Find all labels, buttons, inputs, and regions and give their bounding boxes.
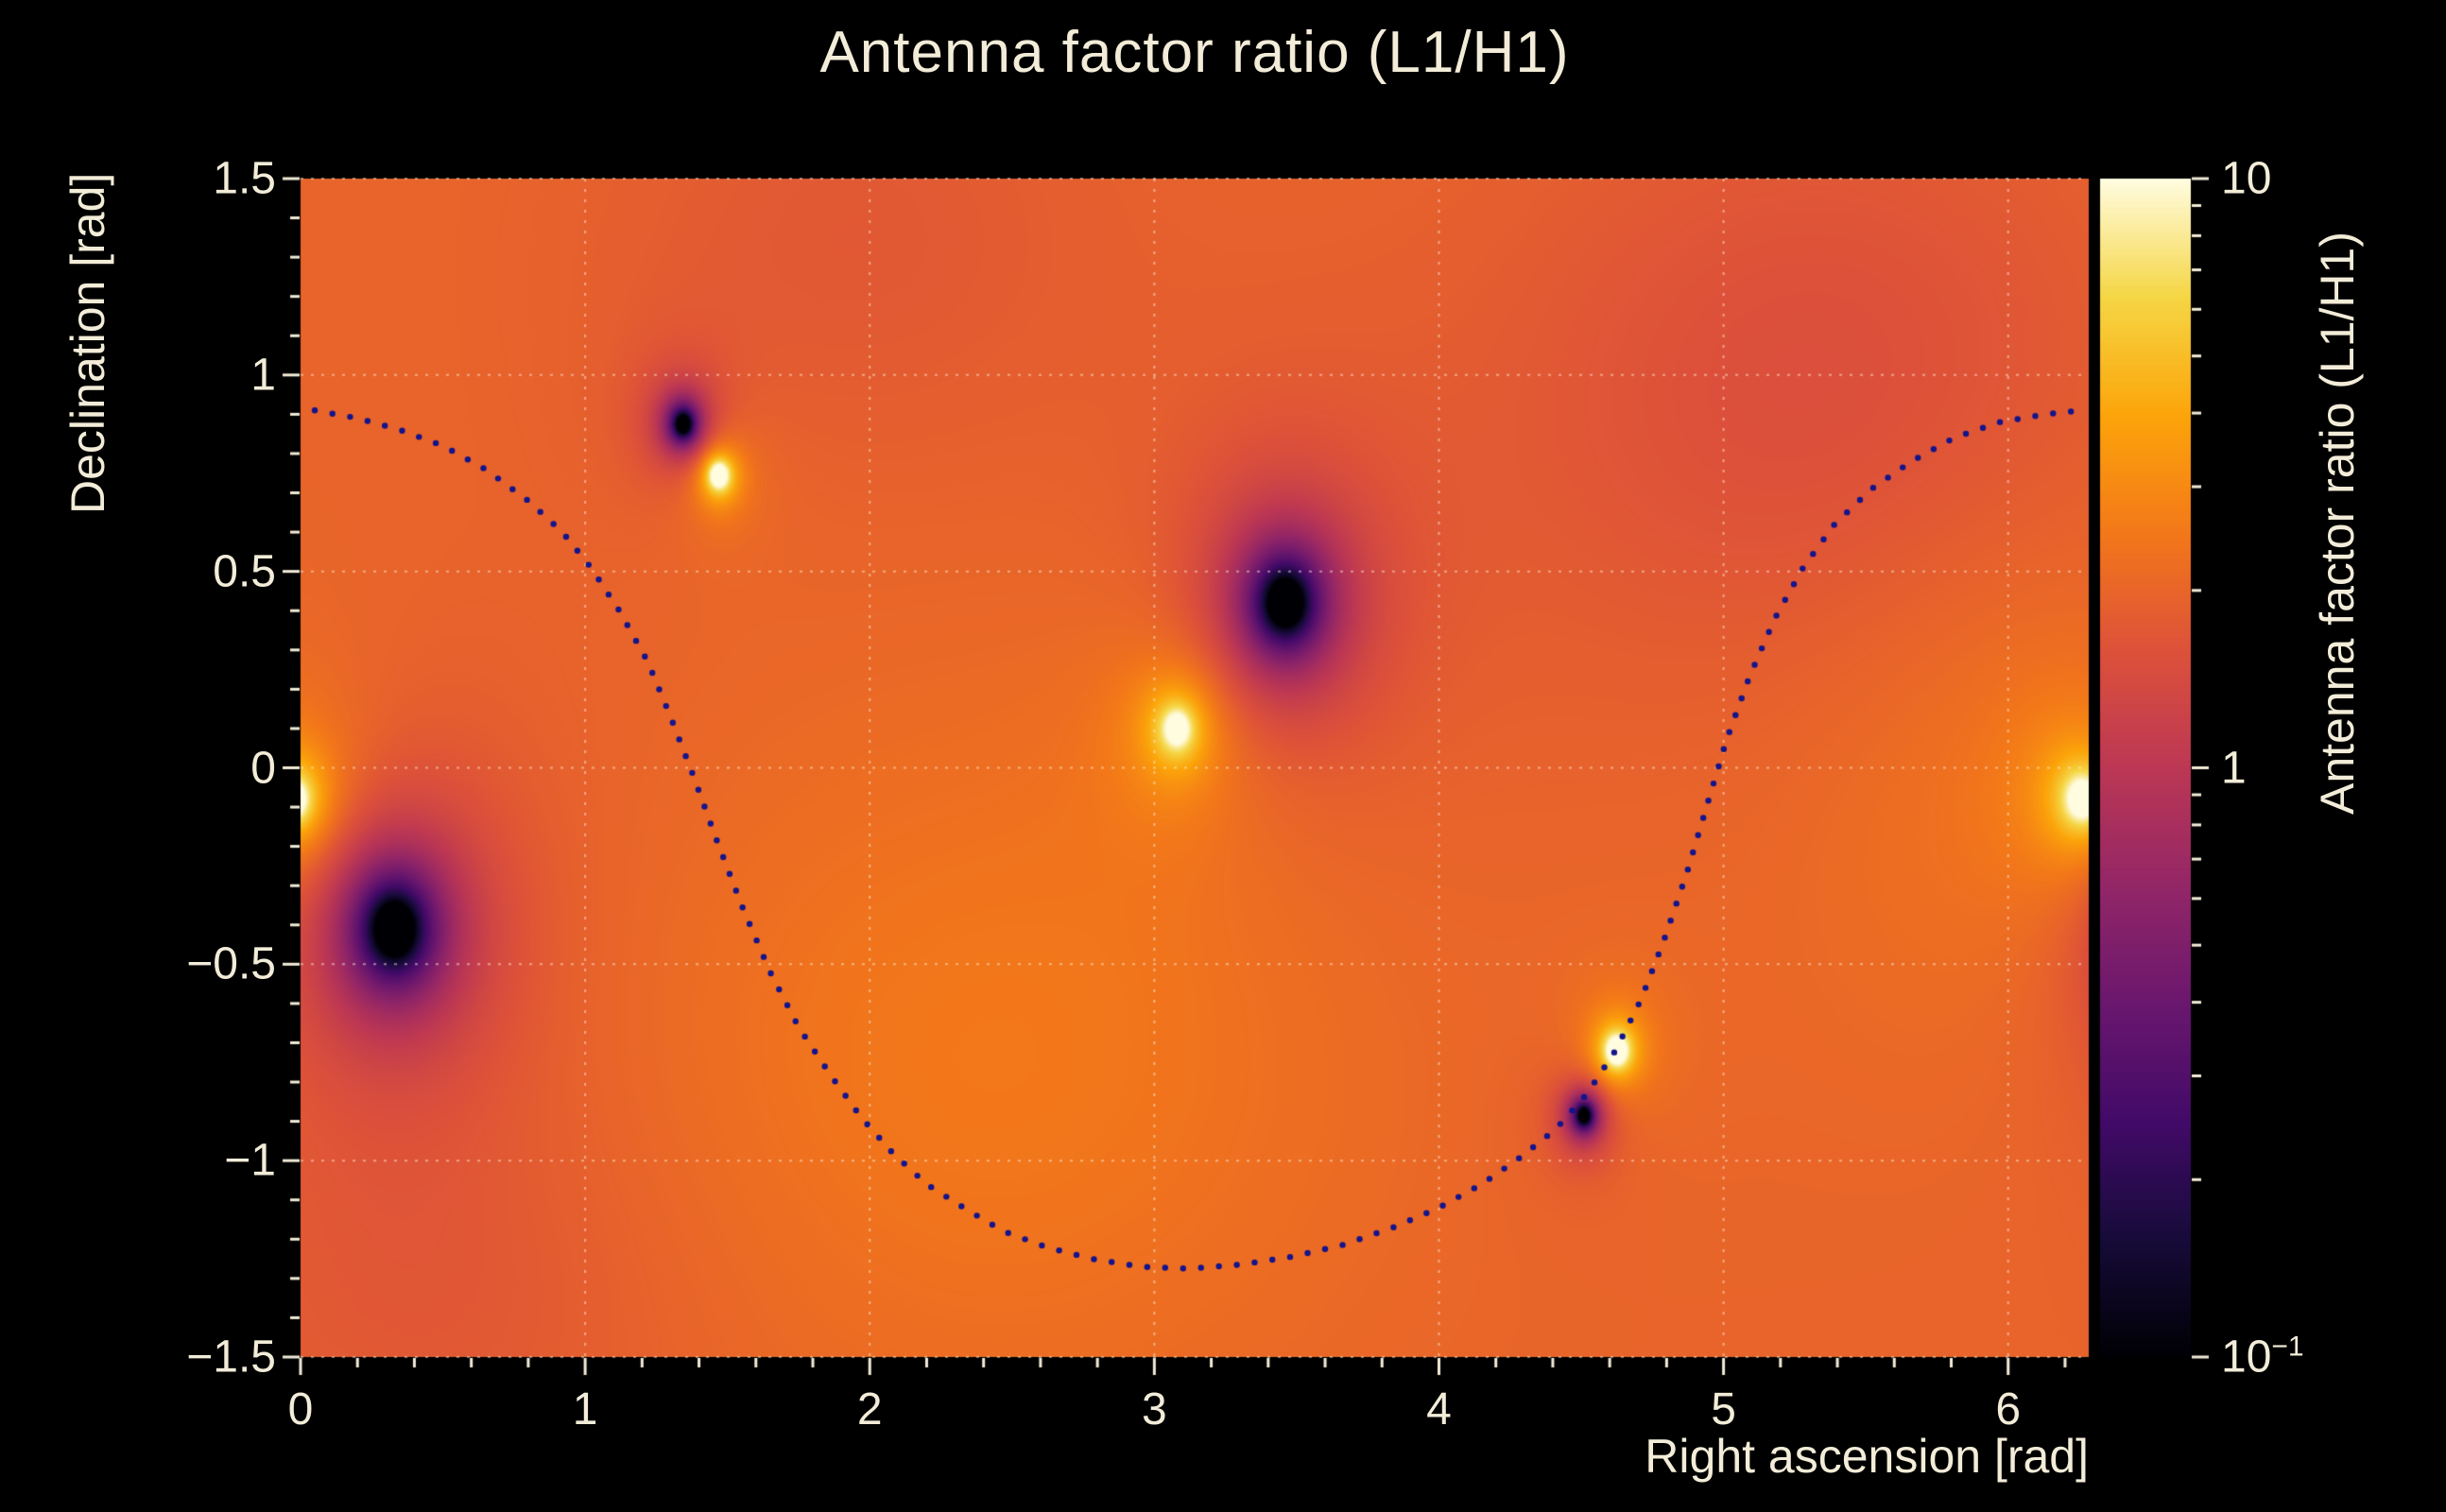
y-tick-label: 0.5 xyxy=(213,546,276,597)
x-tick-label: 3 xyxy=(1142,1384,1167,1435)
colorbar-tick-label: 1 xyxy=(2221,743,2247,793)
x-tick-label: 6 xyxy=(1995,1384,2022,1435)
x-tick-label: 5 xyxy=(1711,1384,1736,1435)
colorbar-tick-label: 10 xyxy=(2221,153,2272,204)
y-tick-label: −0.5 xyxy=(186,938,276,989)
x-tick-label: 4 xyxy=(1426,1384,1452,1435)
colorbar-tick-label: 10−1 xyxy=(2221,1331,2304,1383)
x-tick-label: 2 xyxy=(856,1384,883,1435)
y-tick-label: −1.5 xyxy=(186,1332,276,1383)
x-tick-label: 1 xyxy=(572,1384,598,1435)
y-tick-label: −1 xyxy=(224,1135,276,1186)
y-tick-label: 0 xyxy=(250,743,276,793)
plot-area xyxy=(301,179,2089,1357)
y-tick-label: 1.5 xyxy=(213,153,276,204)
y-axis-title: Declination [rad] xyxy=(61,172,114,514)
chart-title: Antenna factor ratio (L1/H1) xyxy=(819,20,1570,85)
y-tick-label: 1 xyxy=(250,350,276,401)
x-axis-title: Right ascension [rad] xyxy=(1645,1430,2089,1483)
colorbar-title: Antenna factor ratio (L1/H1) xyxy=(2311,232,2364,815)
x-tick-label: 0 xyxy=(287,1384,314,1435)
